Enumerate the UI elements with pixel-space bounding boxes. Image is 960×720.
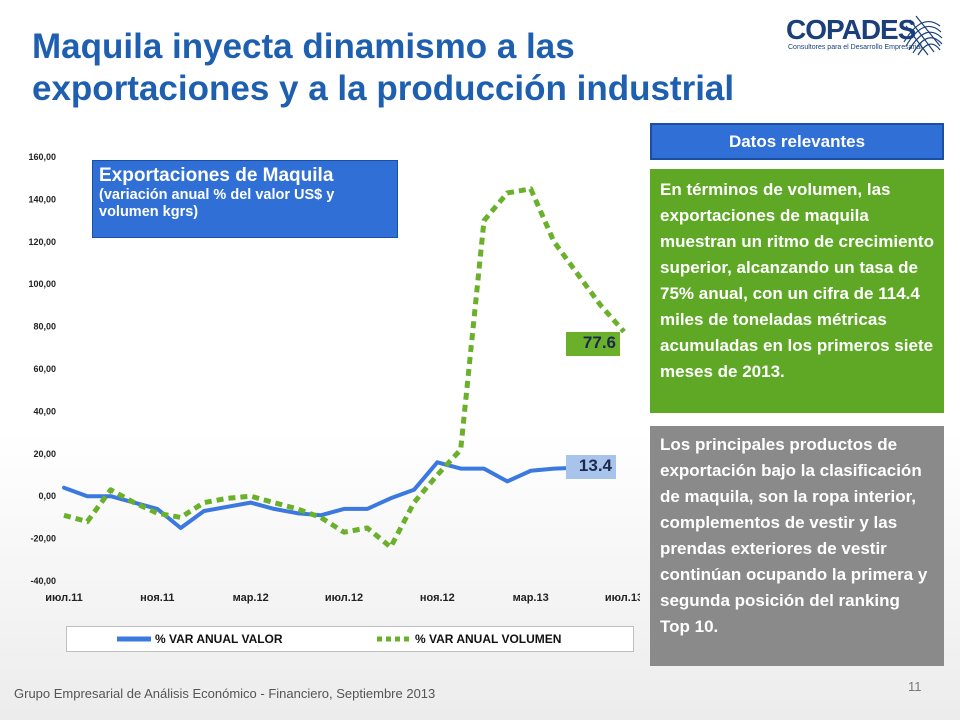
- x-tick-label: июл.13: [605, 592, 640, 604]
- company-logo: COPADES Consultores para el Desarrollo E…: [782, 10, 950, 58]
- x-tick-label: ноя.11: [140, 592, 174, 604]
- logo-name: COPADES: [786, 14, 916, 45]
- series-line-volumen: [63, 186, 626, 550]
- volume-end-label: 77.6: [566, 332, 620, 356]
- y-tick-label: 140,00: [28, 194, 56, 204]
- page-number: 11: [908, 679, 922, 694]
- y-tick-label: 100,00: [28, 279, 56, 289]
- value-end-label: 13.4: [566, 455, 616, 479]
- y-tick-label: 0,00: [38, 491, 56, 501]
- x-tick-label: июл.11: [45, 592, 83, 604]
- products-summary-text: Los principales productos de exportación…: [650, 426, 944, 666]
- y-tick-label: 80,00: [33, 322, 56, 332]
- legend-item-valor: % VAR ANUAL VALOR: [117, 632, 283, 646]
- volume-summary-text: En términos de volumen, las exportacione…: [650, 169, 944, 413]
- footer-text: Grupo Empresarial de Análisis Económico …: [14, 686, 436, 701]
- chart-title: Exportaciones de Maquila: [99, 165, 334, 186]
- line-chart: 160,00 140,00 120,00 100,00 80,00 60,00 40,00 2…: [28, 152, 640, 604]
- chart-legend: % VAR ANUAL VALOR % VAR ANUAL VOLUMEN: [66, 626, 634, 652]
- chart-title-box: Exportaciones de Maquila (variación anua…: [92, 160, 398, 238]
- y-tick-label: -20,00: [30, 534, 56, 544]
- x-tick-label: мар.12: [233, 592, 269, 604]
- chart-subtitle: (variación anual % del valor US$ y volum…: [99, 187, 335, 220]
- y-tick-label: 120,00: [28, 237, 56, 247]
- relevant-data-heading: Datos relevantes: [650, 123, 944, 160]
- y-tick-label: 20,00: [33, 449, 56, 459]
- y-tick-label: 40,00: [33, 406, 56, 416]
- x-tick-label: июл.12: [325, 592, 363, 604]
- y-tick-label: -40,00: [30, 576, 56, 586]
- legend-label-volumen: % VAR ANUAL VOLUMEN: [415, 632, 562, 646]
- logo-tagline: Consultores para el Desarrollo Empresari…: [788, 44, 922, 51]
- legend-item-volumen: % VAR ANUAL VOLUMEN: [377, 632, 561, 646]
- series-line-valor: [62, 460, 580, 530]
- x-tick-label: ноя.12: [420, 592, 455, 604]
- legend-swatch-volumen: [377, 636, 411, 642]
- legend-label-valor: % VAR ANUAL VALOR: [155, 632, 283, 646]
- x-tick-label: мар.13: [513, 592, 549, 604]
- page-title: Maquila inyecta dinamismo a las exportac…: [32, 27, 735, 108]
- globe-icon: [903, 15, 943, 56]
- y-tick-label: 60,00: [33, 364, 56, 374]
- legend-swatch-valor: [117, 636, 151, 642]
- y-tick-label: 160,00: [28, 152, 56, 162]
